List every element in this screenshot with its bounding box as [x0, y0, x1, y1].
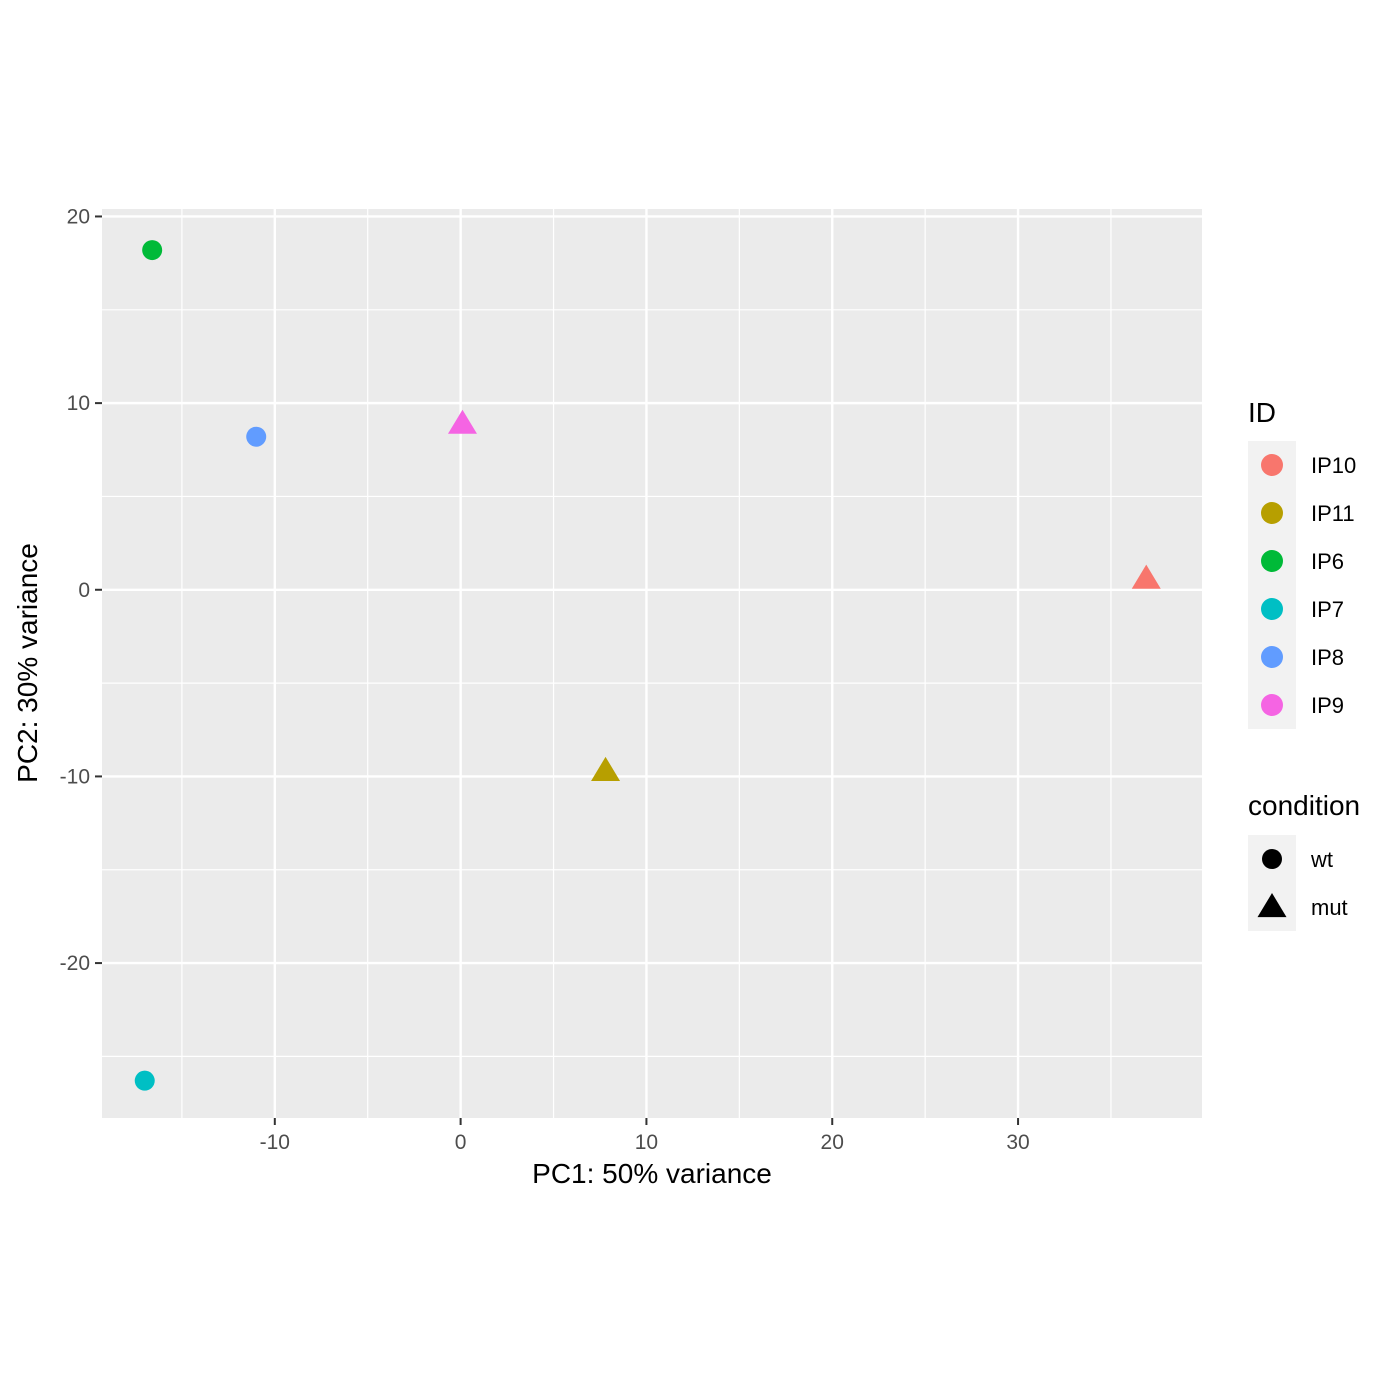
legend-key-wt	[1262, 849, 1282, 869]
data-points	[134, 240, 1161, 1091]
y-tick-label: 20	[67, 205, 90, 228]
y-tick-label: -10	[60, 765, 90, 788]
legend-key-ip8	[1261, 646, 1283, 668]
data-point-ip11	[591, 756, 621, 781]
legend-condition-title: condition	[1248, 790, 1360, 821]
data-point-ip6	[142, 240, 163, 261]
data-point-ip10	[1131, 564, 1161, 589]
data-point-ip7	[134, 1070, 155, 1091]
data-point-ip9	[447, 409, 477, 434]
legend-key-mut	[1257, 893, 1287, 918]
legend-label-wt: wt	[1310, 847, 1333, 872]
legend-label-ip6: IP6	[1311, 549, 1344, 574]
x-tick-label: -10	[260, 1131, 290, 1154]
legend-key-ip11	[1261, 502, 1283, 524]
x-tick-label: 30	[1006, 1131, 1029, 1154]
y-tick-label: 10	[67, 392, 90, 415]
legend-key-ip7	[1261, 598, 1283, 620]
legend-label-ip9: IP9	[1311, 693, 1344, 718]
x-tick-label: 10	[635, 1131, 658, 1154]
x-axis: -10 0 10 20 30	[260, 1118, 1030, 1154]
legend-id-key-background	[1248, 441, 1296, 729]
data-point-ip8	[246, 426, 267, 447]
x-axis-title: PC1: 50% variance	[532, 1158, 772, 1189]
y-axis-title: PC2: 30% variance	[12, 543, 43, 783]
legend-key-ip10	[1261, 454, 1283, 476]
x-tick-label: 0	[455, 1131, 467, 1154]
legend-label-ip8: IP8	[1311, 645, 1344, 670]
legend-key-ip6	[1261, 550, 1283, 572]
plot-panel	[102, 209, 1202, 1118]
legend-id-title: ID	[1248, 397, 1276, 428]
y-axis: 20 10 0 -10 -20	[60, 205, 102, 975]
y-tick-label: 0	[78, 579, 90, 602]
major-gridlines	[102, 209, 1202, 1118]
legends: ID IP10 IP11 IP6 IP7 IP8 IP9 condition wt mut	[1248, 397, 1360, 931]
legend-label-ip7: IP7	[1311, 597, 1344, 622]
legend-label-mut: mut	[1311, 895, 1348, 920]
legend-label-ip11: IP11	[1311, 501, 1355, 526]
x-tick-label: 20	[821, 1131, 844, 1154]
y-tick-label: -20	[60, 952, 90, 975]
legend-label-ip10: IP10	[1311, 453, 1356, 478]
legend-key-ip9	[1261, 694, 1283, 716]
